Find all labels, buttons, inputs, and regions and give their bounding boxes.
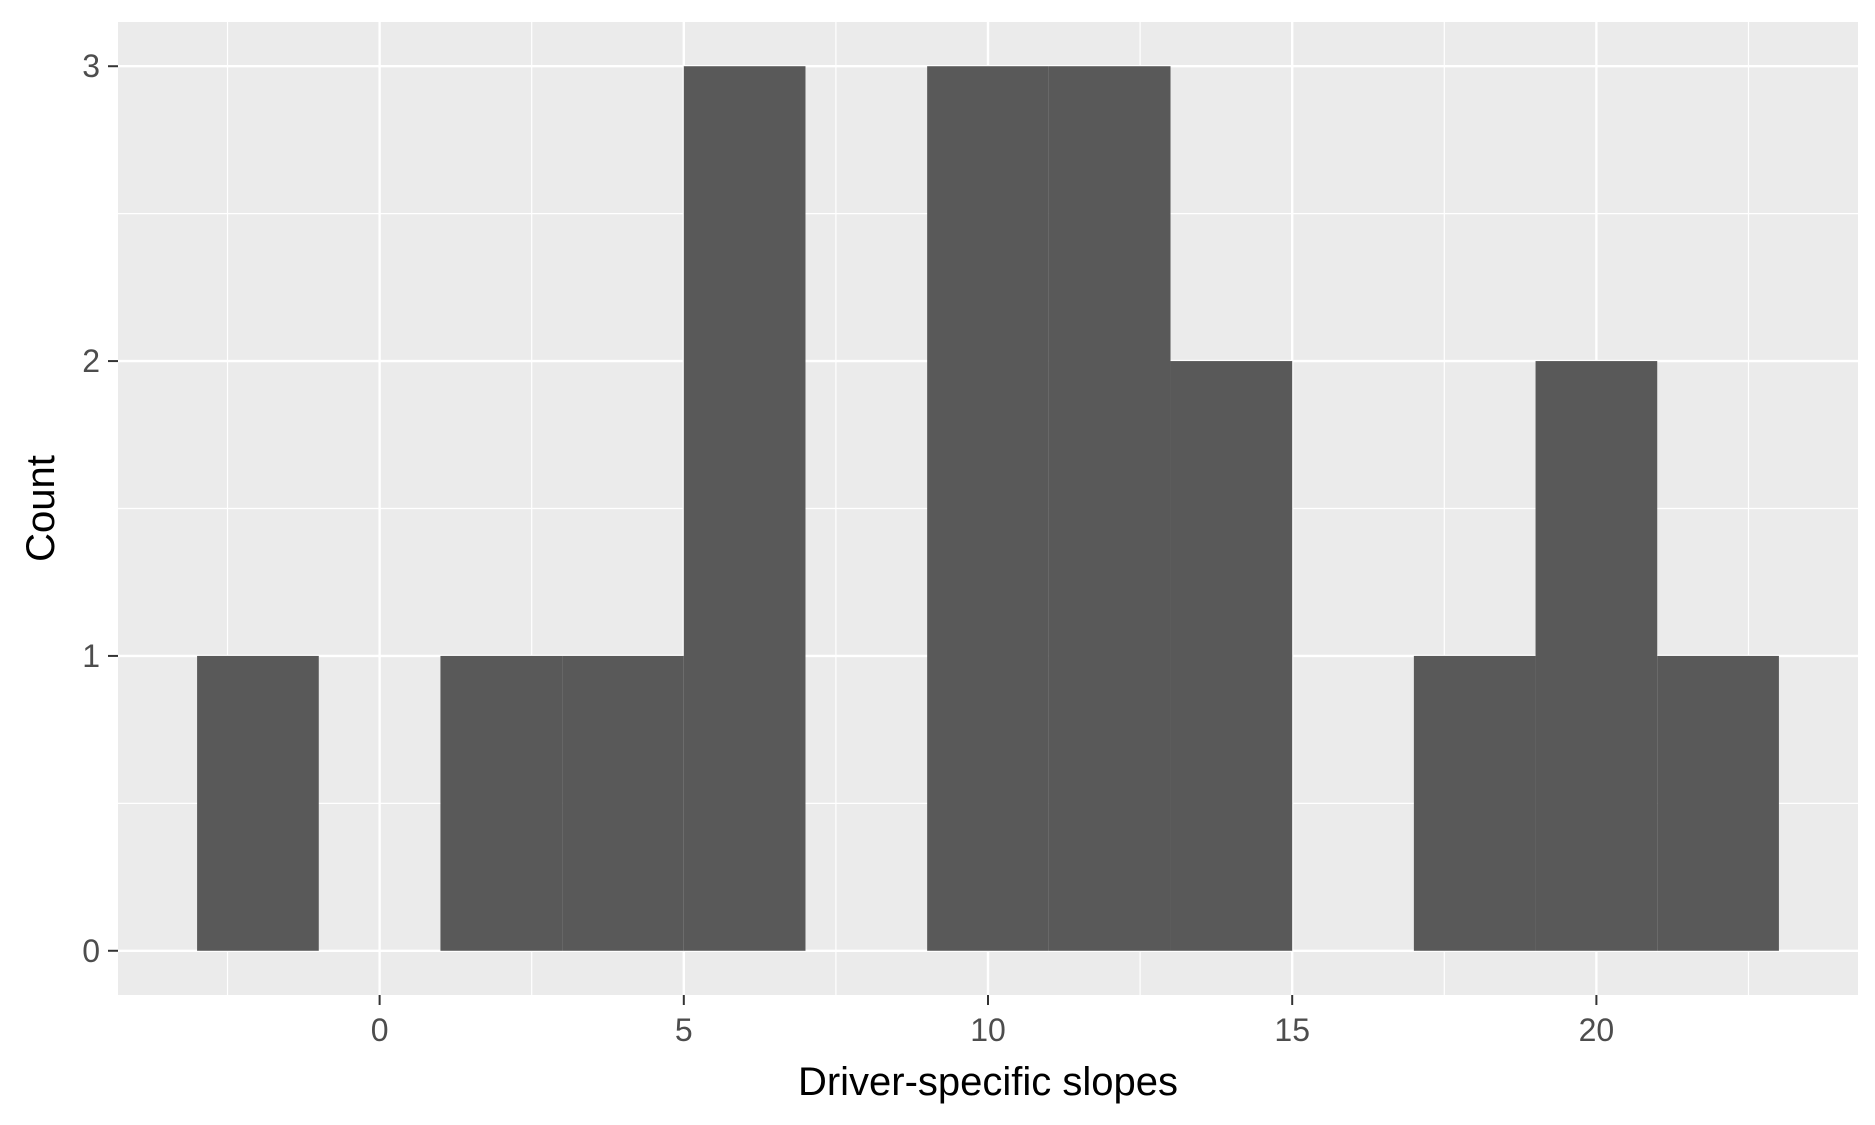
y-axis-title: Count	[19, 455, 63, 562]
y-tick-label: 2	[82, 343, 100, 379]
y-tick-label: 0	[82, 933, 100, 969]
histogram-bar	[1535, 361, 1658, 951]
x-tick-label: 20	[1579, 1012, 1615, 1048]
histogram-bar	[1048, 66, 1171, 951]
y-axis: 0 1 2 3	[82, 48, 118, 969]
histogram-bar	[1657, 655, 1779, 951]
x-tick-label: 5	[675, 1012, 693, 1048]
histogram-bar	[1413, 655, 1536, 951]
x-tick-label: 15	[1274, 1012, 1310, 1048]
histogram-bar	[197, 655, 319, 951]
histogram-bar	[683, 66, 806, 951]
x-axis: 0 5 10 15 20	[371, 995, 1614, 1048]
histogram-bar	[440, 655, 563, 951]
x-tick-label: 10	[970, 1012, 1006, 1048]
histogram-bar	[927, 66, 1049, 951]
y-tick-label: 3	[82, 48, 100, 84]
histogram-bar	[562, 655, 684, 951]
histogram-bars	[197, 66, 1779, 951]
x-tick-label: 0	[371, 1012, 389, 1048]
x-axis-title: Driver-specific slopes	[798, 1060, 1178, 1104]
histogram-bar	[1170, 361, 1293, 951]
y-tick-label: 1	[82, 638, 100, 674]
